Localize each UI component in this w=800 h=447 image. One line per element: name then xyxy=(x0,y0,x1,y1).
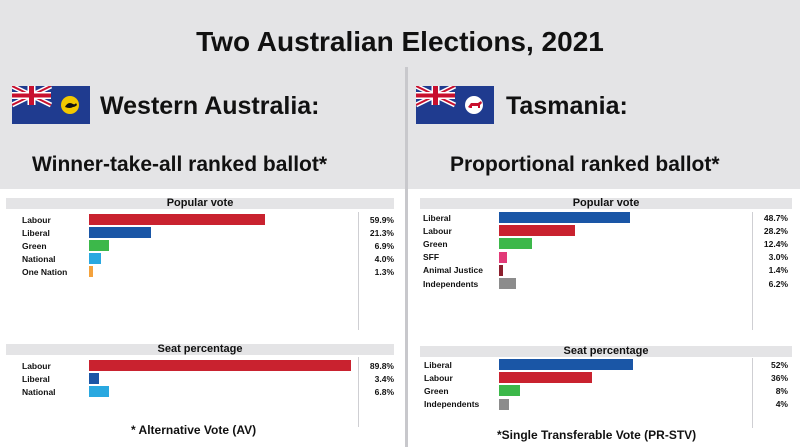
tas-popular-vote-header-band xyxy=(420,198,792,209)
wa-popular-vote-value-liberal: 21.3% xyxy=(369,227,394,238)
western-australia-flag-icon xyxy=(12,86,90,124)
wa-popular-vote-value-one-nation: 1.3% xyxy=(374,266,394,277)
wa-seat-percentage-label-liberal: Liberal xyxy=(22,373,50,384)
tas-popular-vote-label-liberal: Liberal xyxy=(423,212,451,223)
wa-state-name: Western Australia: xyxy=(100,92,320,120)
wa-popular-vote-label-labour: Labour xyxy=(22,214,51,225)
tas-state-name: Tasmania: xyxy=(506,92,628,120)
title-band xyxy=(0,0,800,67)
wa-seat-percentage-value-divider xyxy=(358,357,359,427)
tas-popular-vote-value-animal-justice: 1.4% xyxy=(768,265,788,276)
wa-popular-vote-label-one-nation: One Nation xyxy=(22,266,68,277)
tas-seat-percentage-bar-liberal xyxy=(499,359,634,370)
tas-seat-percentage-value-liberal: 52% xyxy=(770,359,788,370)
tas-popular-vote-value-divider xyxy=(752,212,753,330)
tas-popular-vote-bar-green xyxy=(499,238,533,250)
tas-popular-vote-label-green: Green xyxy=(423,238,448,249)
wa-seat-percentage-value-liberal: 3.4% xyxy=(374,373,394,384)
tas-popular-vote-value-labour: 28.2% xyxy=(763,225,788,236)
tas-seat-percentage-label-independents: Independents xyxy=(424,399,480,410)
tas-popular-vote-label-independents: Independents xyxy=(423,278,479,289)
tas-seat-percentage-value-divider xyxy=(752,358,753,428)
tas-popular-vote-bar-labour xyxy=(499,225,576,237)
wa-popular-vote-bar-liberal xyxy=(89,227,152,238)
wa-seat-percentage-value-labour: 89.8% xyxy=(369,360,394,371)
tas-seat-percentage-value-independents: 4% xyxy=(775,399,788,410)
wa-popular-vote-value-national: 4.0% xyxy=(374,253,394,264)
wa-seat-percentage-bar-labour xyxy=(89,360,352,371)
wa-popular-vote-value-divider xyxy=(358,212,359,330)
tas-seat-percentage-value-green: 8% xyxy=(775,385,788,396)
tas-seat-percentage-label-labour: Labour xyxy=(424,372,453,383)
tas-footnote: *Single Transferable Vote (PR-STV) xyxy=(497,428,697,442)
wa-popular-vote-label-national: National xyxy=(22,253,56,264)
tas-popular-vote-value-independents: 6.2% xyxy=(768,278,788,289)
wa-seat-percentage-bar-liberal xyxy=(89,373,99,384)
page-title: Two Australian Elections, 2021 xyxy=(196,26,604,57)
tasmania-flag-icon xyxy=(416,86,494,124)
wa-system-name: Winner-take-all ranked ballot* xyxy=(32,153,328,176)
wa-popular-vote-value-green: 6.9% xyxy=(374,240,394,251)
tas-popular-vote-bar-liberal xyxy=(499,212,631,223)
panel-divider xyxy=(405,67,408,447)
tas-popular-vote-title: Popular vote xyxy=(572,197,640,209)
wa-seat-percentage-header-band xyxy=(6,344,394,355)
tas-seat-percentage-value-labour: 36% xyxy=(770,372,788,383)
wa-seat-percentage-label-national: National xyxy=(22,386,56,397)
tas-seat-percentage-bar-independents xyxy=(499,398,510,410)
tas-popular-vote-value-green: 12.4% xyxy=(763,238,788,249)
wa-seat-percentage-label-labour: Labour xyxy=(22,360,51,371)
wa-popular-vote-value-labour: 59.9% xyxy=(369,214,394,225)
tas-popular-vote-label-labour: Labour xyxy=(423,225,452,236)
tas-popular-vote-bar-independents xyxy=(499,278,516,289)
tas-seat-percentage-bar-green xyxy=(499,385,520,397)
wa-popular-vote-header-band xyxy=(6,198,394,209)
tas-popular-vote-label-sff: SFF xyxy=(423,252,440,263)
tas-popular-vote-bar-animal-justice xyxy=(499,264,503,276)
tas-seat-percentage-bar-labour xyxy=(499,372,592,384)
tas-system-name: Proportional ranked ballot* xyxy=(450,153,720,176)
tas-seat-percentage-title: Seat percentage xyxy=(563,345,649,357)
wa-popular-vote-bar-labour xyxy=(89,214,265,225)
wa-seat-percentage-value-national: 6.8% xyxy=(374,386,394,397)
wa-seat-percentage-title: Seat percentage xyxy=(157,343,243,355)
wa-seat-percentage-bar-national xyxy=(89,386,109,397)
wa-popular-vote-bar-green xyxy=(89,240,110,251)
tas-popular-vote-value-sff: 3.0% xyxy=(768,252,788,263)
tas-popular-vote-label-animal-justice: Animal Justice xyxy=(423,265,483,276)
wa-popular-vote-title: Popular vote xyxy=(166,197,234,209)
tas-seat-percentage-label-liberal: Liberal xyxy=(424,359,452,370)
wa-popular-vote-label-green: Green xyxy=(22,240,47,251)
tas-popular-vote-bar-sff xyxy=(499,251,508,263)
wa-popular-vote-bar-one-nation xyxy=(89,266,93,277)
wa-footnote: * Alternative Vote (AV) xyxy=(131,423,257,437)
wa-popular-vote-bar-national xyxy=(89,253,101,264)
wa-popular-vote-label-liberal: Liberal xyxy=(22,227,50,238)
tas-seat-percentage-header-band xyxy=(420,346,792,357)
tas-popular-vote-value-liberal: 48.7% xyxy=(763,212,788,223)
tas-seat-percentage-label-green: Green xyxy=(424,385,449,396)
